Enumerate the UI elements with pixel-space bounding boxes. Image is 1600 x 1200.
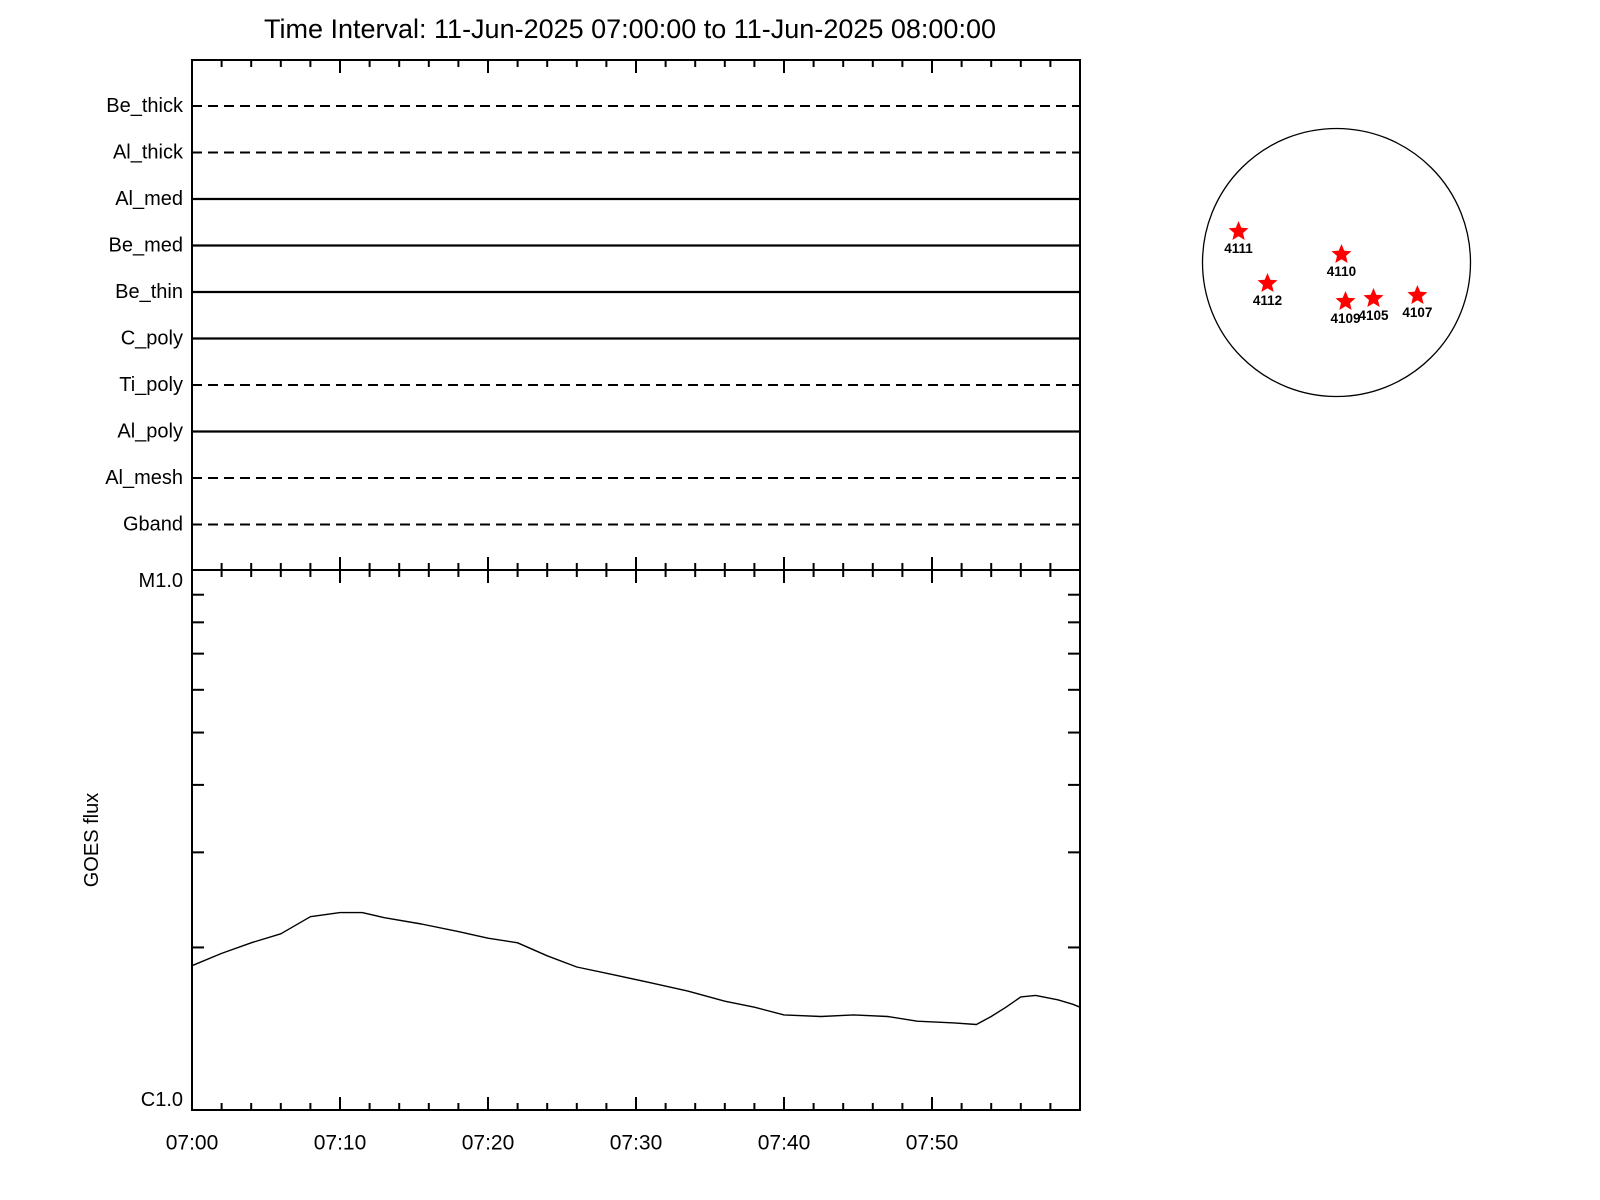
- filter-label-Al_med: Al_med: [115, 188, 183, 210]
- active-region-star-4111: [1228, 221, 1249, 240]
- filter-label-Al_mesh: Al_mesh: [105, 467, 183, 489]
- goes-flux-axis-label: GOES flux: [81, 793, 103, 887]
- y-axis-label-bottom: C1.0: [141, 1089, 183, 1111]
- filter-label-Gband: Gband: [123, 514, 183, 536]
- x-tick-label: 07:10: [314, 1132, 367, 1155]
- active-region-label-4112: 4112: [1253, 293, 1282, 308]
- active-region-label-4105: 4105: [1358, 308, 1389, 323]
- x-tick-label: 07:00: [166, 1132, 219, 1155]
- x-tick-label: 07:40: [758, 1132, 811, 1155]
- active-region-star-4107: [1407, 285, 1428, 304]
- filter-label-Be_thick: Be_thick: [106, 95, 184, 117]
- filter-label-Al_thick: Al_thick: [113, 142, 184, 164]
- x-tick-label: 07:50: [906, 1132, 959, 1155]
- active-region-label-4109: 4109: [1330, 311, 1360, 326]
- goes-flux-curve: [191, 911, 1081, 1026]
- x-tick-label: 07:30: [610, 1132, 663, 1155]
- filter-label-Al_poly: Al_poly: [117, 421, 183, 443]
- active-region-star-4110: [1331, 244, 1352, 263]
- active-region-label-4110: 4110: [1327, 264, 1356, 279]
- active-region-star-4109: [1335, 291, 1356, 310]
- active-region-star-4112: [1257, 273, 1278, 292]
- plot-title: Time Interval: 11-Jun-2025 07:00:00 to 1…: [264, 14, 996, 44]
- filter-label-Be_med: Be_med: [109, 235, 184, 257]
- filter-label-C_poly: C_poly: [121, 328, 183, 350]
- goes-panel-box: [191, 569, 1081, 1111]
- active-region-label-4111: 4111: [1224, 241, 1253, 256]
- solar-disk: [1201, 127, 1472, 398]
- y-axis-label-top: M1.0: [139, 570, 183, 592]
- active-region-star-4105: [1363, 288, 1384, 307]
- x-tick-label: 07:20: [462, 1132, 515, 1155]
- filter-panel-box: [191, 59, 1081, 571]
- active-region-label-4107: 4107: [1402, 305, 1432, 320]
- filter-label-Be_thin: Be_thin: [115, 281, 183, 303]
- filter-label-Ti_poly: Ti_poly: [119, 374, 183, 396]
